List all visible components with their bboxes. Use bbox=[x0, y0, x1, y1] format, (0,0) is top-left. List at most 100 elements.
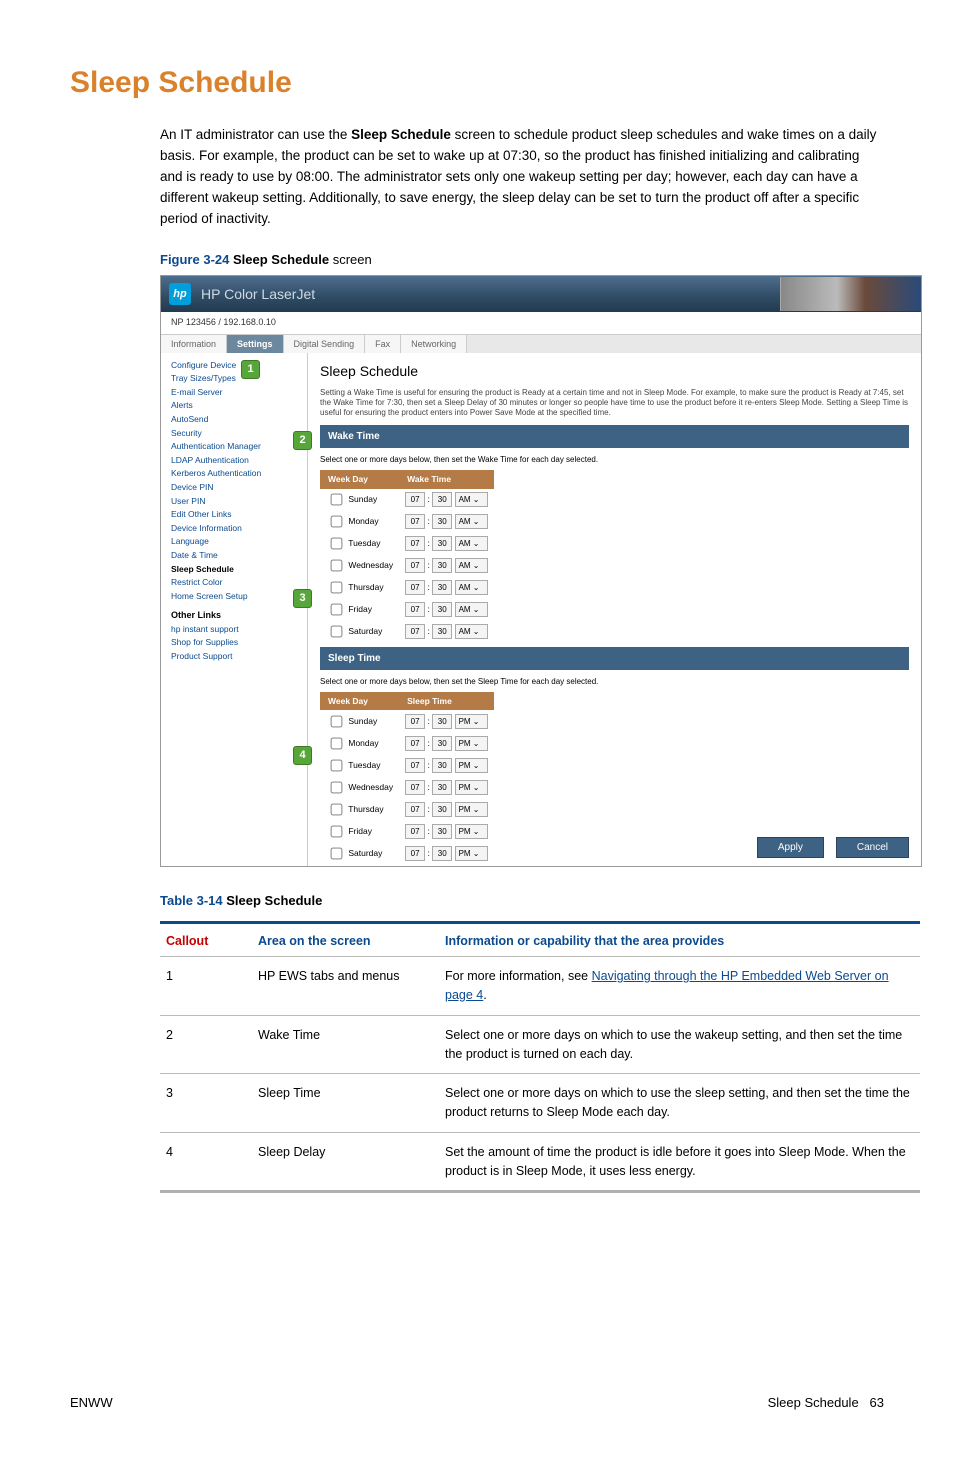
sidebar-item-autosend[interactable]: AutoSend bbox=[171, 413, 301, 427]
tab-information[interactable]: Information bbox=[161, 335, 227, 353]
minute-input[interactable]: 30 bbox=[432, 736, 452, 751]
tab-fax[interactable]: Fax bbox=[365, 335, 401, 353]
minute-input[interactable]: 30 bbox=[432, 536, 452, 551]
hour-input[interactable]: 07 bbox=[405, 780, 425, 795]
sidebar-item-edit-other-links[interactable]: Edit Other Links bbox=[171, 508, 301, 522]
minute-input[interactable]: 30 bbox=[432, 802, 452, 817]
cell-area: Wake Time bbox=[252, 1015, 439, 1074]
ampm-select[interactable]: PM ⌄ bbox=[455, 780, 488, 795]
th-area: Area on the screen bbox=[252, 922, 439, 957]
hour-input[interactable]: 07 bbox=[405, 514, 425, 529]
ampm-select[interactable]: AM ⌄ bbox=[455, 580, 488, 595]
day-checkbox[interactable] bbox=[331, 494, 343, 506]
minute-input[interactable]: 30 bbox=[432, 602, 452, 617]
schedule-row: Tuesday07 : 30 AM ⌄ bbox=[320, 533, 494, 555]
day-checkbox[interactable] bbox=[331, 847, 343, 859]
other-link-product-support[interactable]: Product Support bbox=[171, 650, 301, 664]
sidebar-item-authentication-manager[interactable]: Authentication Manager bbox=[171, 440, 301, 454]
day-checkbox[interactable] bbox=[331, 626, 343, 638]
callout-marker-4: 4 bbox=[293, 746, 312, 765]
day-checkbox[interactable] bbox=[331, 560, 343, 572]
schedule-row: Thursday07 : 30 AM ⌄ bbox=[320, 577, 494, 599]
sidebar-item-tray-sizes-types[interactable]: Tray Sizes/Types bbox=[171, 372, 301, 386]
ampm-select[interactable]: AM ⌄ bbox=[455, 492, 488, 507]
sidebar-item-kerberos-authentication[interactable]: Kerberos Authentication bbox=[171, 467, 301, 481]
sidebar-item-language[interactable]: Language bbox=[171, 535, 301, 549]
day-checkbox[interactable] bbox=[331, 825, 343, 837]
sidebar-item-sleep-schedule[interactable]: Sleep Schedule bbox=[171, 563, 301, 577]
tab-settings[interactable]: Settings bbox=[227, 335, 284, 353]
sidebar-item-user-pin[interactable]: User PIN bbox=[171, 495, 301, 509]
page-footer: ENWW Sleep Schedule 63 bbox=[70, 1393, 884, 1413]
minute-input[interactable]: 30 bbox=[432, 558, 452, 573]
shot-header-title: HP Color LaserJet bbox=[201, 284, 315, 305]
sidebar-item-home-screen-setup[interactable]: Home Screen Setup bbox=[171, 590, 301, 604]
hour-input[interactable]: 07 bbox=[405, 558, 425, 573]
minute-input[interactable]: 30 bbox=[432, 758, 452, 773]
sleep-time-table: Week DaySleep Time Sunday07 : 30 PM ⌄ Mo… bbox=[320, 692, 494, 865]
minute-input[interactable]: 30 bbox=[432, 846, 452, 861]
minute-input[interactable]: 30 bbox=[432, 780, 452, 795]
day-checkbox[interactable] bbox=[331, 715, 343, 727]
hour-input[interactable]: 07 bbox=[405, 624, 425, 639]
hour-input[interactable]: 07 bbox=[405, 602, 425, 617]
day-checkbox[interactable] bbox=[331, 737, 343, 749]
minute-input[interactable]: 30 bbox=[432, 492, 452, 507]
other-link-shop-for-supplies[interactable]: Shop for Supplies bbox=[171, 636, 301, 650]
day-checkbox[interactable] bbox=[331, 803, 343, 815]
hour-input[interactable]: 07 bbox=[405, 736, 425, 751]
wake-time-sub: Select one or more days below, then set … bbox=[320, 454, 909, 466]
ampm-select[interactable]: PM ⌄ bbox=[455, 736, 488, 751]
ampm-select[interactable]: PM ⌄ bbox=[455, 846, 488, 861]
ampm-select[interactable]: AM ⌄ bbox=[455, 558, 488, 573]
minute-input[interactable]: 30 bbox=[432, 624, 452, 639]
day-checkbox[interactable] bbox=[331, 582, 343, 594]
hour-input[interactable]: 07 bbox=[405, 802, 425, 817]
sidebar-item-date-time[interactable]: Date & Time bbox=[171, 549, 301, 563]
figure-caption: Figure 3-24 Sleep Schedule screen bbox=[160, 250, 884, 270]
ampm-select[interactable]: AM ⌄ bbox=[455, 624, 488, 639]
tab-digital-sending[interactable]: Digital Sending bbox=[284, 335, 366, 353]
sidebar-item-device-pin[interactable]: Device PIN bbox=[171, 481, 301, 495]
sidebar-item-ldap-authentication[interactable]: LDAP Authentication bbox=[171, 454, 301, 468]
ampm-select[interactable]: AM ⌄ bbox=[455, 536, 488, 551]
th-callout: Callout bbox=[160, 922, 252, 957]
hour-input[interactable]: 07 bbox=[405, 758, 425, 773]
day-checkbox[interactable] bbox=[331, 781, 343, 793]
nav-link[interactable]: Navigating through the HP Embedded Web S… bbox=[445, 969, 889, 1002]
hour-input[interactable]: 07 bbox=[405, 580, 425, 595]
cancel-button[interactable]: Cancel bbox=[836, 837, 909, 858]
hour-input[interactable]: 07 bbox=[405, 824, 425, 839]
hour-input[interactable]: 07 bbox=[405, 536, 425, 551]
minute-input[interactable]: 30 bbox=[432, 514, 452, 529]
day-checkbox[interactable] bbox=[331, 604, 343, 616]
shot-sidebar: Configure DeviceTray Sizes/TypesE-mail S… bbox=[161, 353, 308, 866]
sidebar-item-device-information[interactable]: Device Information bbox=[171, 522, 301, 536]
minute-input[interactable]: 30 bbox=[432, 580, 452, 595]
hour-input[interactable]: 07 bbox=[405, 714, 425, 729]
day-checkbox[interactable] bbox=[331, 759, 343, 771]
ampm-select[interactable]: PM ⌄ bbox=[455, 758, 488, 773]
ampm-select[interactable]: AM ⌄ bbox=[455, 602, 488, 617]
ampm-select[interactable]: AM ⌄ bbox=[455, 514, 488, 529]
sidebar-item-security[interactable]: Security bbox=[171, 427, 301, 441]
ampm-select[interactable]: PM ⌄ bbox=[455, 714, 488, 729]
sidebar-item-configure-device[interactable]: Configure Device bbox=[171, 359, 301, 373]
hour-input[interactable]: 07 bbox=[405, 492, 425, 507]
day-checkbox[interactable] bbox=[331, 538, 343, 550]
hour-input[interactable]: 07 bbox=[405, 846, 425, 861]
th-info: Information or capability that the area … bbox=[439, 922, 920, 957]
day-checkbox[interactable] bbox=[331, 516, 343, 528]
table-row: 2Wake TimeSelect one or more days on whi… bbox=[160, 1015, 920, 1074]
cell-callout: 4 bbox=[160, 1132, 252, 1192]
sidebar-item-alerts[interactable]: Alerts bbox=[171, 399, 301, 413]
ampm-select[interactable]: PM ⌄ bbox=[455, 802, 488, 817]
sidebar-item-e-mail-server[interactable]: E-mail Server bbox=[171, 386, 301, 400]
apply-button[interactable]: Apply bbox=[757, 837, 824, 858]
minute-input[interactable]: 30 bbox=[432, 714, 452, 729]
other-link-hp-instant-support[interactable]: hp instant support bbox=[171, 623, 301, 637]
ampm-select[interactable]: PM ⌄ bbox=[455, 824, 488, 839]
minute-input[interactable]: 30 bbox=[432, 824, 452, 839]
tab-networking[interactable]: Networking bbox=[401, 335, 467, 353]
sidebar-item-restrict-color[interactable]: Restrict Color bbox=[171, 576, 301, 590]
